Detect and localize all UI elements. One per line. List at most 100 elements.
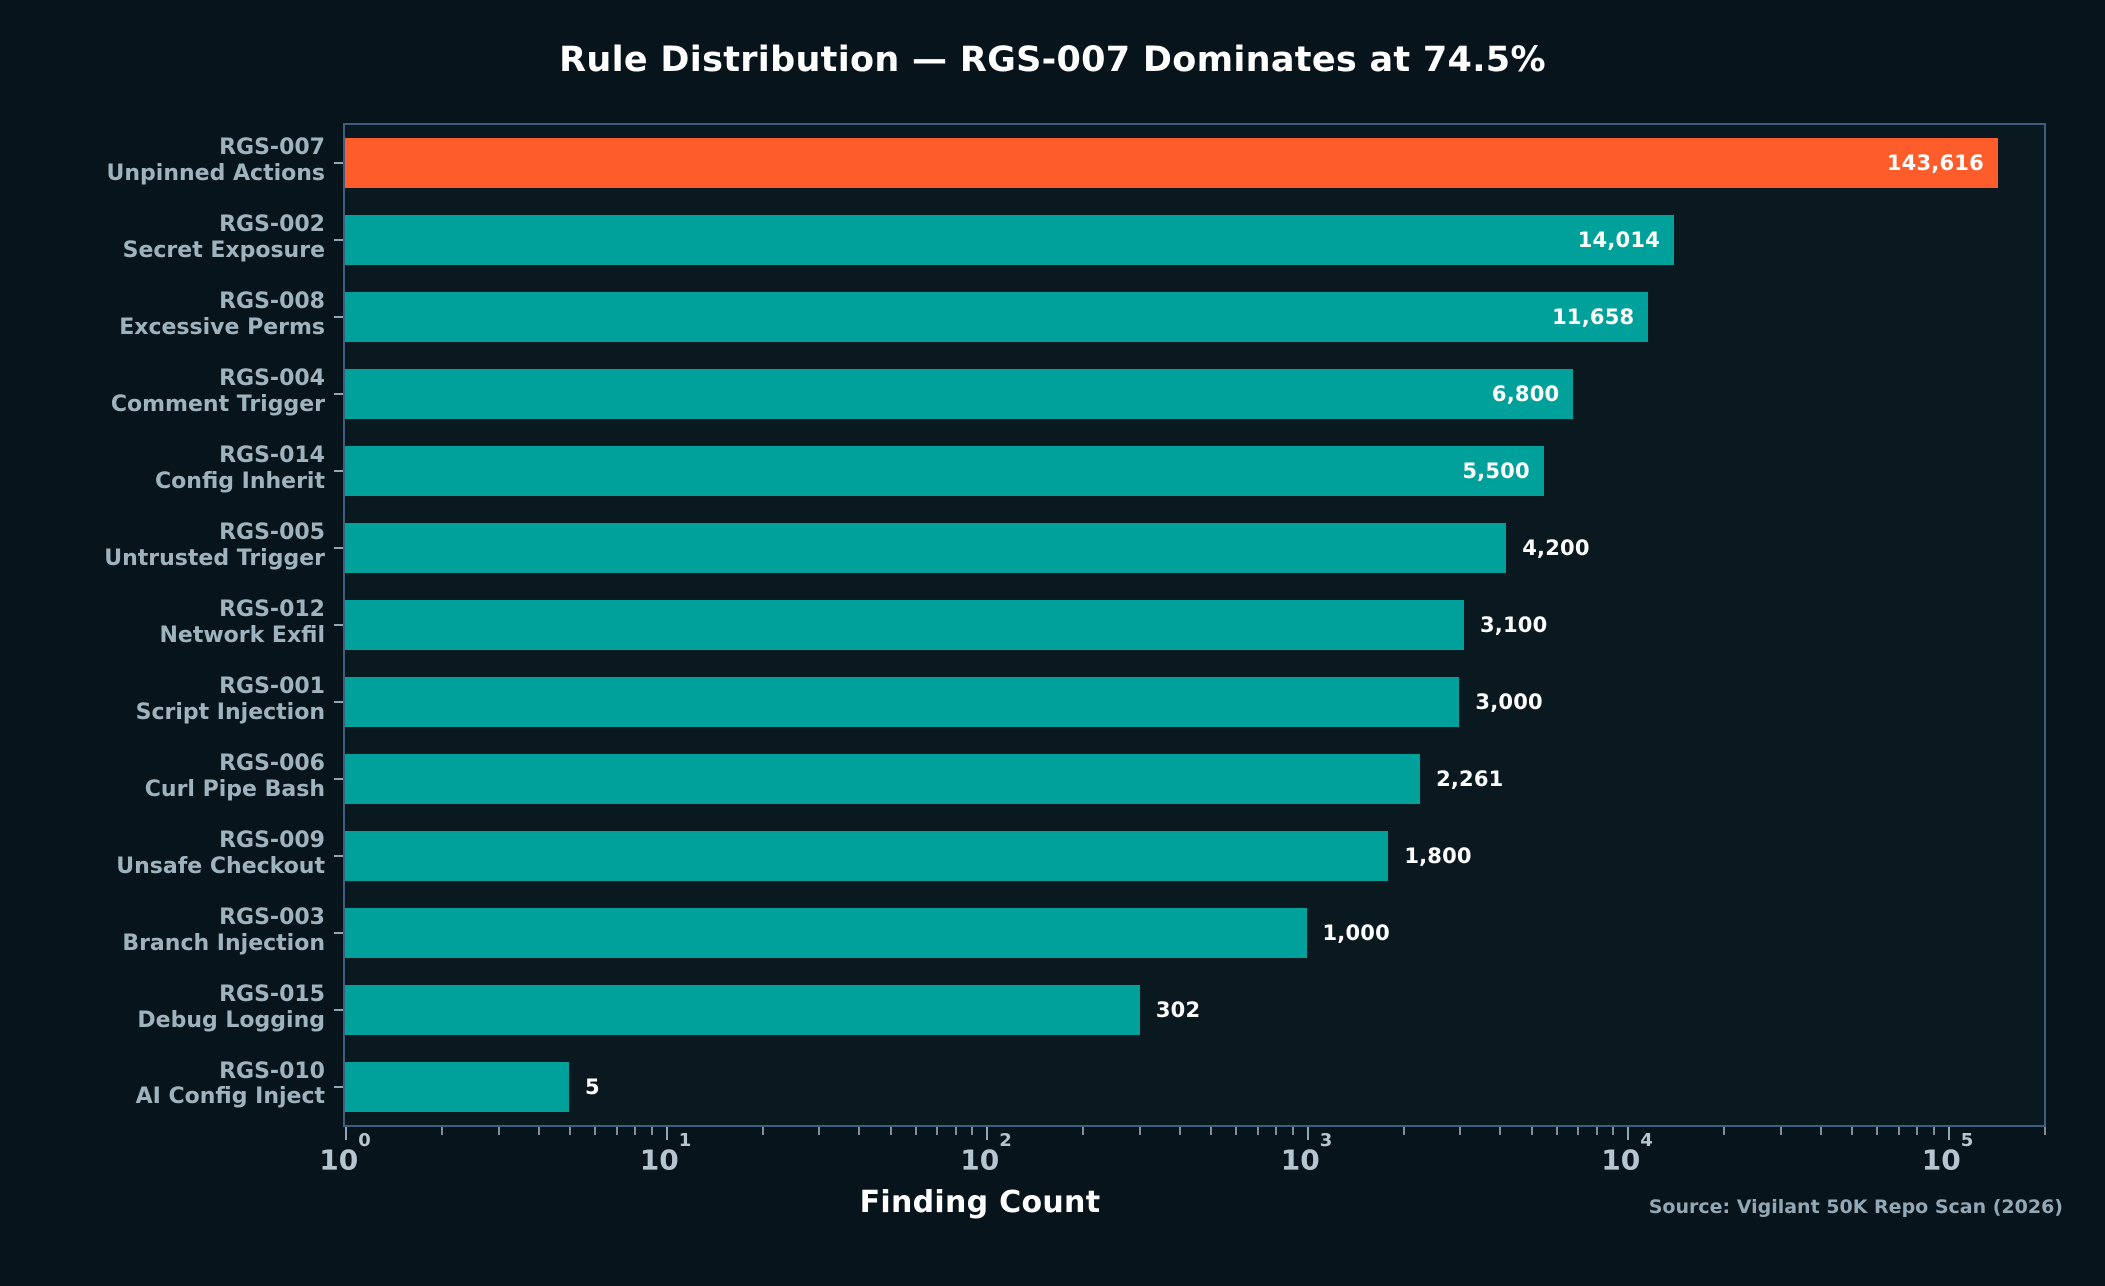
y-tick-label-rgs-005: RGS-005 Untrusted Trigger (104, 520, 325, 572)
x-tick-label: 102 (960, 1130, 1012, 1177)
y-tick-label-rgs-009: RGS-009 Unsafe Checkout (116, 828, 325, 880)
rule-name: Config Inherit (155, 469, 325, 495)
x-tick-label: 101 (639, 1130, 692, 1177)
x-tick-minor (1082, 1127, 1085, 1135)
x-tick-minor (1612, 1127, 1615, 1135)
bar-row: 1,800 (345, 830, 2044, 881)
x-tick-minor (1779, 1127, 1782, 1135)
x-tick-minor (1851, 1127, 1854, 1135)
y-tick-mark (334, 162, 343, 165)
x-tick-major (345, 1127, 347, 1140)
bar-row: 3,000 (345, 676, 2044, 727)
rule-name: Network Exfil (159, 622, 326, 648)
bar-rgs-004[interactable]: 6,800 (345, 369, 1574, 420)
y-tick-label-rgs-002: RGS-002 Secret Exposure (123, 212, 325, 264)
y-tick-label-rgs-012: RGS-012 Network Exfil (160, 597, 326, 649)
y-tick-mark (334, 931, 343, 934)
x-tick-minor (954, 1127, 957, 1135)
x-tick-minor (1499, 1127, 1502, 1135)
x-tick-minor (441, 1127, 444, 1135)
bar-value-label: 14,014 (1577, 228, 1660, 253)
bar-value-label: 5,500 (1462, 459, 1530, 484)
x-tick-minor (1577, 1127, 1580, 1135)
bar-value-label: 143,616 (1886, 151, 1984, 176)
x-tick-minor (1555, 1127, 1558, 1135)
y-tick-label-rgs-003: RGS-003 Branch Injection (122, 905, 325, 957)
x-tick-major (1306, 1127, 1309, 1140)
y-tick-mark (334, 1085, 343, 1088)
rule-code: RGS-002 (219, 212, 325, 238)
bar-rgs-001[interactable]: 3,000 (345, 676, 1543, 727)
x-tick-minor (858, 1127, 861, 1135)
x-tick-label: 103 (1280, 1130, 1333, 1177)
rule-code: RGS-003 (219, 904, 325, 930)
x-tick-minor (537, 1127, 540, 1135)
x-tick-major (986, 1127, 988, 1140)
source-attribution: Source: Vigilant 50K Repo Scan (2026) (1648, 1196, 2063, 1218)
y-tick-mark (334, 393, 343, 396)
y-tick-mark (334, 777, 343, 780)
bar-rgs-012[interactable]: 3,100 (345, 600, 1547, 650)
x-tick-minor (1178, 1127, 1181, 1135)
x-tick-minor (615, 1127, 618, 1135)
y-tick-label-rgs-004: RGS-004 Comment Trigger (111, 366, 325, 418)
y-tick-label-rgs-015: RGS-015 Debug Logging (137, 982, 325, 1034)
x-tick-minor (1876, 1127, 1879, 1135)
y-tick-mark (334, 470, 343, 473)
bar-rgs-006[interactable]: 2,261 (345, 753, 1503, 804)
rule-name: AI Config Inject (135, 1084, 325, 1110)
bar-rgs-010[interactable]: 5 (345, 1061, 600, 1112)
y-tick-mark (334, 624, 343, 626)
x-tick-minor (889, 1127, 892, 1135)
bar-row: 143,616 (345, 138, 2044, 189)
rule-name: Comment Trigger (110, 392, 325, 418)
rule-code: RGS-001 (219, 673, 325, 699)
rule-name: Unsafe Checkout (116, 853, 325, 879)
x-tick-minor (1723, 1127, 1726, 1135)
bar-row: 3,100 (345, 600, 2044, 650)
x-tick-major (665, 1127, 668, 1140)
bar-rgs-015[interactable]: 302 (345, 984, 1200, 1035)
bar-rgs-007[interactable]: 143,616 (345, 138, 1998, 189)
bar-rgs-005[interactable]: 4,200 (345, 523, 1589, 574)
bar-row: 6,800 (345, 369, 2044, 420)
y-tick-mark (334, 1008, 343, 1011)
bar-row: 11,658 (345, 292, 2044, 343)
bar-rgs-008[interactable]: 11,658 (345, 292, 1649, 343)
x-tick-minor (1530, 1127, 1533, 1135)
chart-title: Rule Distribution — RGS-007 Dominates at… (559, 40, 1546, 80)
x-tick-minor (1210, 1127, 1213, 1135)
bar-rgs-014[interactable]: 5,500 (345, 446, 1544, 497)
bar-value-label: 3,100 (1479, 613, 1548, 637)
bar-value-label: 11,658 (1552, 305, 1635, 330)
rule-code: RGS-014 (219, 443, 325, 469)
x-tick-minor (1459, 1127, 1462, 1135)
x-tick-minor (914, 1127, 917, 1135)
x-tick-label: 104 (1601, 1130, 1653, 1177)
rule-code: RGS-012 (219, 597, 325, 622)
rule-name: Script Injection (135, 699, 325, 725)
bar-rgs-002[interactable]: 14,014 (345, 215, 1674, 266)
y-tick-mark (334, 700, 343, 703)
rule-name: Unpinned Actions (106, 161, 325, 187)
bar-row: 5,500 (345, 446, 2044, 497)
bar-value-label: 4,200 (1522, 536, 1590, 561)
x-tick-minor (818, 1127, 821, 1135)
x-tick-label: 100 (319, 1130, 371, 1177)
bar-row: 2,261 (345, 753, 2044, 804)
rule-code: RGS-007 (219, 135, 325, 161)
bar-rgs-009[interactable]: 1,800 (345, 830, 1472, 881)
x-tick-minor (1897, 1127, 1900, 1135)
x-axis-title: Finding Count (859, 1185, 1101, 1220)
x-tick-minor (1138, 1127, 1141, 1135)
plot-area: 143,616 14,014 11,658 6,800 5,500 4,200 3,100 3… (343, 123, 2046, 1127)
bar-rgs-003[interactable]: 1,000 (345, 907, 1390, 958)
bar-value-label: 3,000 (1475, 689, 1543, 714)
y-tick-label-rgs-008: RGS-008 Excessive Perms (119, 289, 325, 341)
bar-row: 4,200 (345, 523, 2044, 574)
x-tick-minor (634, 1127, 637, 1135)
y-tick-label-rgs-007: RGS-007 Unpinned Actions (107, 135, 325, 187)
x-tick-minor (1235, 1127, 1238, 1135)
rule-code: RGS-006 (219, 750, 325, 776)
